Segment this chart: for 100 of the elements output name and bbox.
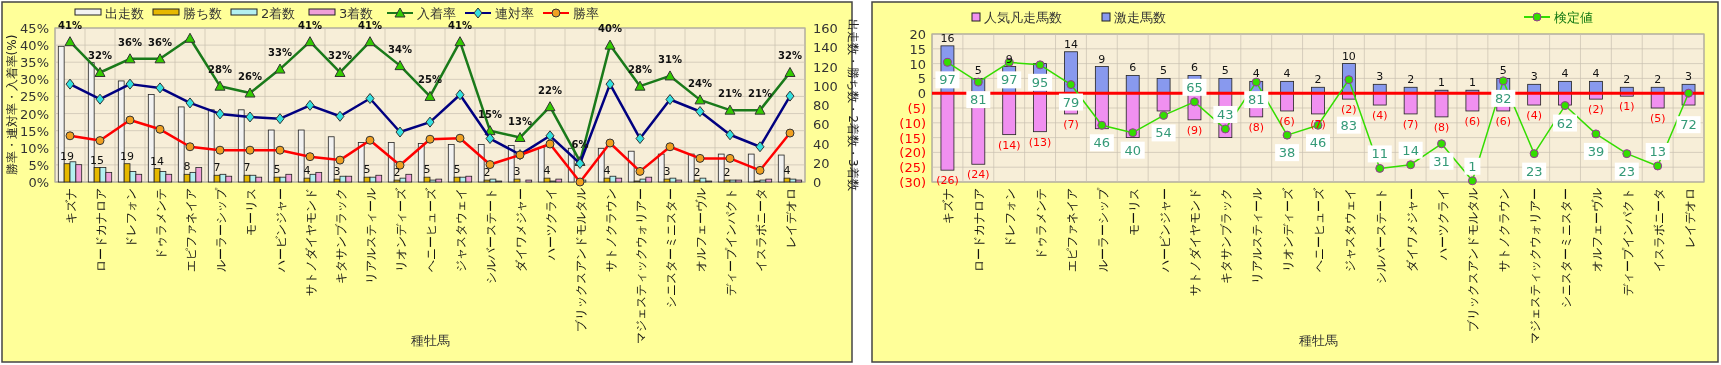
y-tick-label: (15) [899,130,926,146]
data-label: 81 [970,92,987,108]
data-label: 21% [718,88,742,100]
data-label: 13% [508,115,532,127]
legend-label: 検定値 [1554,10,1593,25]
data-label: 2 [1407,73,1415,87]
y-tick-label: 10% [20,140,49,156]
data-label: (7) [1310,117,1326,131]
data-label: 97 [1000,72,1018,88]
x-tick-label: ハービンジャー [1157,188,1172,273]
x-tick-label: モーリス [244,188,258,236]
data-label: 1 [1438,76,1446,90]
data-label: (8) [1433,120,1450,134]
data-label: 3 [1376,70,1384,84]
x-tick-label: ジャスタウェイ [454,188,468,272]
data-label: 5 [1499,64,1507,78]
x-tick-label: キタサンブラック [1219,188,1234,284]
y-tick-label: 45% [20,21,49,36]
y2-tick-label: 100 [813,78,838,94]
y2-tick-label: 40 [813,136,830,152]
data-label: 5 [974,64,982,78]
x-tick-label: サトノダイヤモンド [1188,188,1203,296]
data-label: 16 [940,31,955,45]
x-axis-title: 種牡馬 [1298,333,1338,348]
x-tick-label: キタサンブラック [334,188,348,284]
data-label: 82 [1495,90,1512,106]
data-label: 22% [538,84,562,96]
x-tick-label: ディープインパクト [1620,188,1635,296]
x-tick-label: エピファネイア [184,188,198,272]
data-label: 2 [723,166,731,180]
y-tick-label: 0% [28,175,49,190]
data-label: 39 [1587,143,1605,159]
data-label: 4 [783,164,791,178]
data-label: 26% [238,71,262,83]
y2-tick-label: 20 [813,155,830,171]
data-label: 79 [1062,94,1080,110]
data-label: 33% [268,47,292,59]
data-label: (7) [1063,117,1079,131]
data-label: 7 [243,161,251,175]
data-label: 32% [88,50,112,62]
x-tick-label: ルーラーシップ [214,187,228,272]
data-label: 43 [1217,106,1234,122]
data-label: 3 [333,165,341,179]
data-label: 54 [1155,125,1172,141]
legend-label: 勝率 [573,6,599,21]
legend-label: 激走馬数 [1114,10,1166,25]
y-tick-label: 30% [20,72,49,88]
data-label: 5 [423,163,431,177]
y2-tick-label: 80 [813,98,830,113]
data-label: 36% [118,36,142,48]
x-tick-label: ルーラーシップ [1095,187,1110,272]
data-label: 3 [663,165,671,179]
legend-label: 3着数 [339,6,374,21]
data-label: 83 [1340,117,1358,133]
y2-tick-label: 60 [813,117,830,133]
x-tick-label: サトノクラウン [604,188,618,272]
x-tick-label: モーリス [1126,188,1141,236]
x-tick-label: ドレフォン [124,188,138,248]
x-tick-label: ドゥラメンテ [154,188,168,260]
x-tick-label: シニスターミニスター [1559,188,1574,308]
x-tick-label: ジャスタウェイ [1342,188,1357,272]
data-label: (8) [1248,120,1265,134]
data-label: 41% [448,19,472,31]
data-label: (24) [967,168,990,182]
data-label: 6 [1190,61,1198,75]
x-tick-label: リアルスティール [1250,188,1265,284]
data-label: (6) [1495,114,1512,128]
data-label: 5 [363,163,371,177]
y2-tick-label: 140 [813,40,838,56]
y-tick-label: 0 [917,86,926,102]
legend-label: 人気凡走馬数 [984,10,1062,25]
y2-axis-title: 出走数・勝ち数・2着数・3着数 [846,19,860,191]
y-tick-label: 15 [909,41,926,57]
x-tick-label: ディープインパクト [724,188,738,296]
data-label: (6) [1464,114,1481,128]
y-tick-label: 25% [20,89,49,105]
legend-label: 入着率 [417,6,456,21]
data-label: 14 [150,154,165,168]
x-tick-label: レイデオロ [1682,188,1697,248]
data-label: 15 [90,153,105,167]
data-label: (13) [1028,135,1052,149]
x-tick-label: シニスターミニスター [664,188,678,308]
x-tick-label: イスラボニータ [1651,188,1666,272]
data-label: 4 [1283,67,1291,81]
data-label: 31 [1433,153,1450,169]
x-tick-label: ヘニーヒューズ [1312,187,1326,272]
data-label: 6 [1129,61,1137,75]
x-tick-label: リオンディーズ [394,187,408,272]
data-label: (2) [1588,103,1604,117]
data-label: (2) [1341,103,1357,117]
data-label: 2 [393,166,401,180]
data-label: 2 [1314,73,1322,87]
data-label: (26) [936,174,959,188]
data-label: 3 [513,165,521,179]
data-label: 41% [298,19,322,31]
data-label: 46 [1093,135,1111,151]
data-label: 21% [748,88,772,100]
y-tick-label: (20) [899,145,926,161]
data-label: 2 [483,166,491,180]
x-tick-label: マジェスティックウォリアー [1528,188,1543,344]
